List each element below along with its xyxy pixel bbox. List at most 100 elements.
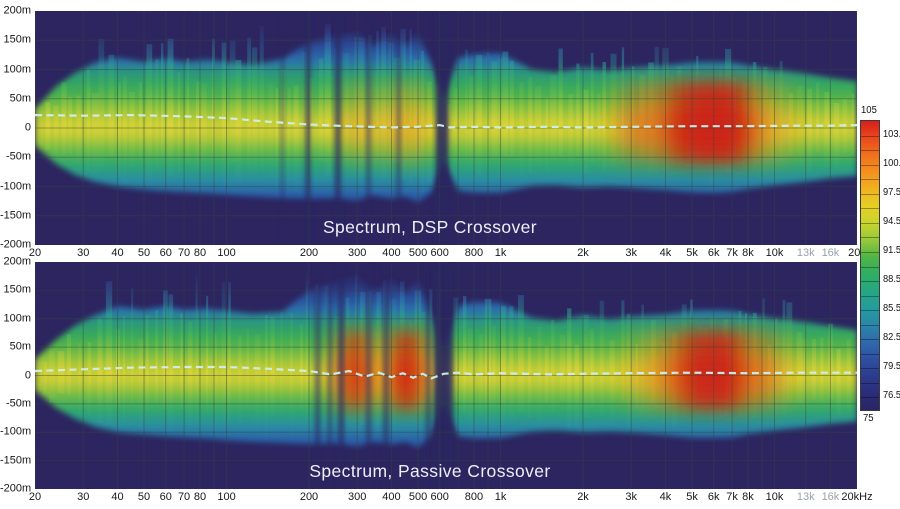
x-axis-label: 100 xyxy=(217,491,236,503)
colorbar-segment-line xyxy=(861,222,879,224)
colorbar-segment-line xyxy=(861,150,879,152)
y-axis-label: 50m xyxy=(9,340,31,353)
x-axis-label: 100 xyxy=(217,247,236,259)
x-axis-label: 4k xyxy=(659,491,672,503)
x-axis-label: 10k xyxy=(765,491,784,503)
colorbar-tick-label: 105 xyxy=(861,105,877,116)
x-axis-label: 400 xyxy=(382,247,401,259)
colorbar-segment-line xyxy=(861,382,879,384)
y-axis-label: -150m xyxy=(0,209,32,222)
colorbar-tick-label: 76.5 xyxy=(883,390,900,402)
colorbar-segment-line xyxy=(861,353,879,355)
colorbar-tick-label: 88.5 xyxy=(883,274,900,286)
x-axis-label: 8k xyxy=(742,491,754,503)
x-axis-label: 200 xyxy=(299,247,319,259)
colorbar-segment-line xyxy=(861,310,879,312)
x-axis-label: 400 xyxy=(382,491,401,503)
spectral-gaps xyxy=(280,12,449,244)
colorbar-segment-line xyxy=(861,339,879,341)
x-axis-label: 1k xyxy=(494,491,507,503)
x-axis-label: 30 xyxy=(77,491,90,503)
spectrogram-canvas[interactable]: Spectrum, DSP Crossover xyxy=(35,11,857,245)
colorbar-tick-label: 94.5 xyxy=(883,215,900,227)
colorbar-segment-line xyxy=(861,179,879,181)
y-axis-label: 200m xyxy=(3,4,31,17)
x-axis-label: 60 xyxy=(159,247,172,259)
y-axis-label: 100m xyxy=(3,63,31,75)
x-axis-label: 2k xyxy=(577,491,589,503)
x-axis-label: 70 xyxy=(177,247,191,259)
x-axis-label: 20 xyxy=(28,247,42,259)
rms-center-trace xyxy=(35,365,857,380)
colorbar-tick-label: 82.5 xyxy=(883,332,900,344)
x-axis-label: 20kHz xyxy=(841,491,873,503)
colorbar-tick-label: 103.5 xyxy=(883,128,900,140)
x-axis-label: 3k xyxy=(625,247,638,259)
y-axis-label: 150m xyxy=(3,33,31,46)
x-axis-label: 70 xyxy=(177,491,191,503)
x-axis-label: 800 xyxy=(464,247,484,259)
x-axis-label: 3k xyxy=(625,491,638,503)
x-axis-label: 80 xyxy=(193,491,207,503)
spectrogram-canvas[interactable]: Spectrum, Passive Crossover xyxy=(35,262,857,489)
y-axis-label: 100m xyxy=(3,312,31,325)
x-axis-label: 50 xyxy=(137,247,151,259)
y-axis-label: 50m xyxy=(9,92,31,105)
colorbar-segment-line xyxy=(861,251,879,253)
x-axis-label: 13k xyxy=(796,247,815,259)
y-axis-label: 200m xyxy=(3,255,31,268)
x-axis-label: 500 xyxy=(408,247,428,259)
colorbar-tick-label: 85.5 xyxy=(883,303,900,315)
x-axis-label: 20 xyxy=(28,491,42,503)
x-axis-label: 7k xyxy=(726,247,738,259)
x-axis-label: 2k xyxy=(577,247,589,259)
colorbar-tick-label: 100.5 xyxy=(883,157,900,169)
x-axis-label: 600 xyxy=(430,491,449,503)
x-axis-label: 1k xyxy=(494,247,507,259)
x-axis-label: 6k xyxy=(707,491,720,503)
colorbar-segment-line xyxy=(861,295,879,297)
y-axis-label: -50m xyxy=(5,150,31,163)
x-axis-label: 16k xyxy=(821,491,840,503)
colorbar-segment-line xyxy=(861,266,879,268)
x-axis-label: 80 xyxy=(193,247,207,259)
x-axis-label: 16k xyxy=(821,247,840,259)
colorbar-segment-line xyxy=(861,324,879,326)
colorbar-tick-label: 75 xyxy=(863,413,874,424)
y-axis-label: -200m xyxy=(0,238,32,251)
colorbar-gradient xyxy=(860,120,880,411)
colorbar-tick-label: 91.5 xyxy=(883,244,900,256)
x-axis-label: 300 xyxy=(348,247,367,259)
x-axis-label: 5k xyxy=(686,247,698,259)
x-axis-label: 300 xyxy=(348,491,367,503)
colorbar-segment-line xyxy=(861,281,879,283)
x-axis-label: 30 xyxy=(77,247,90,259)
x-axis-label: 13k xyxy=(796,491,815,503)
x-axis-label: 5k xyxy=(686,491,698,503)
x-axis-label: 500 xyxy=(408,491,428,503)
x-axis-label: 7k xyxy=(726,491,738,503)
x-axis-label: 4k xyxy=(659,247,672,259)
chart-title: Spectrum, DSP Crossover xyxy=(323,217,537,237)
colorbar-segment-line xyxy=(861,397,879,399)
dsp-spectrogram-plot[interactable]: Spectrum, DSP Crossover xyxy=(35,11,857,245)
y-axis-label: -150m xyxy=(0,454,32,467)
y-axis-label: -100m xyxy=(0,425,32,438)
colorbar-segment-line xyxy=(861,193,879,195)
colorbar-segment-line xyxy=(861,368,879,370)
x-axis-label: 8k xyxy=(742,247,754,259)
colorbar-segment-line xyxy=(861,135,879,137)
colorbar-segment-line xyxy=(861,164,879,166)
y-axis-label: 0 xyxy=(24,121,31,134)
chart-title: Spectrum, Passive Crossover xyxy=(309,461,550,481)
grid-lines xyxy=(35,262,857,489)
x-axis-label: 40 xyxy=(111,491,124,503)
y-axis-label: 150m xyxy=(3,283,31,296)
passive-spectrogram-plot[interactable]: Spectrum, Passive Crossover xyxy=(35,262,857,489)
y-axis-label: 0 xyxy=(24,369,31,381)
y-axis-label: -200m xyxy=(0,482,32,495)
x-axis-label: 60 xyxy=(159,491,172,503)
x-axis-label: 10k xyxy=(765,247,784,259)
y-axis-label: -50m xyxy=(5,397,31,410)
